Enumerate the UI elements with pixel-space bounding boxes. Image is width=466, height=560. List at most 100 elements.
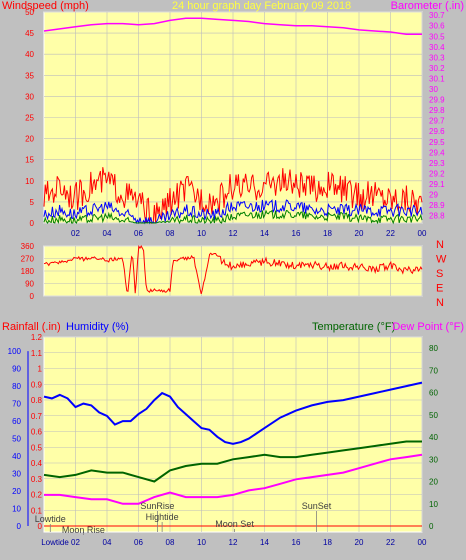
sunset-label: SunSet [302, 501, 332, 511]
humidity-tick-label: 40 [12, 452, 21, 461]
wind-y-tick-label: 40 [25, 50, 34, 59]
temperature-tick-label: 10 [429, 500, 438, 509]
compass-label: W [436, 254, 447, 266]
climate-x-tick-label: 10 [197, 538, 206, 547]
barometer-tick-label: 30.2 [429, 64, 445, 73]
compass-label: E [436, 283, 443, 295]
dewpoint-axis-title: Dew Point (°F) [392, 321, 464, 333]
humidity-tick-label: 100 [8, 347, 22, 356]
rainfall-tick-label: 0.8 [31, 396, 43, 405]
climate-grid [44, 336, 423, 532]
wind-x-tick-label: 02 [71, 229, 80, 238]
temperature-tick-label: 50 [429, 411, 438, 420]
rainfall-tick-label: 0.2 [31, 491, 43, 500]
hightide-label: Hightide [146, 512, 179, 522]
humidity-tick-label: 90 [12, 365, 21, 374]
humidity-tick-label: 30 [12, 470, 21, 479]
wind-x-tick-label: 14 [260, 229, 269, 238]
wind-direction-line [43, 244, 423, 295]
rainfall-tick-label: 0.4 [31, 459, 43, 468]
climate-x-tick-label: 14 [260, 538, 269, 547]
wind-x-tick-label: 08 [166, 229, 175, 238]
wind-x-tick-label: 22 [386, 229, 395, 238]
barometer-tick-label: 29.6 [429, 127, 445, 136]
rainfall-tick-label: 1.1 [31, 349, 43, 358]
barometer-tick-label: 30.4 [429, 43, 445, 52]
barometer-tick-label: 29.9 [429, 96, 445, 105]
humidity-axis-title: Humidity (%) [66, 321, 129, 333]
barometer-tick-label: 29.1 [429, 180, 445, 189]
wind-y-tick-label: 25 [25, 114, 34, 123]
temperature-tick-label: 40 [429, 433, 438, 442]
climate-x-tick-label: 04 [103, 538, 112, 547]
rainfall-tick-label: 0 [38, 522, 43, 531]
barometer-tick-label: 30.3 [429, 53, 445, 62]
temperature-axis-title: Temperature (°F) [312, 321, 395, 333]
climate-x-tick-label: 00 [418, 538, 427, 547]
climate-x-tick-label: 06 [134, 538, 143, 547]
moonrise-label: Moon Rise [62, 525, 105, 535]
wind-low-line [43, 209, 423, 225]
wind-y-tick-label: 45 [25, 29, 34, 38]
barometer-tick-label: 29.2 [429, 169, 445, 178]
wind-y-tick-label: 5 [30, 198, 35, 207]
wind-y-tick-label: 50 [25, 8, 34, 17]
direction-y-tick-label: 270 [21, 255, 35, 264]
wind-x-tick-label: 00 [418, 229, 427, 238]
direction-y-tick-label: 0 [30, 292, 35, 301]
barometer-tick-label: 30.1 [429, 74, 445, 83]
barometer-tick-label: 29.5 [429, 138, 445, 147]
direction-y-tick-label: 360 [21, 242, 35, 251]
barometer-axis-title: Barometer (.in) [391, 0, 464, 12]
barometer-tick-label: 28.9 [429, 201, 445, 210]
wind-y-tick-label: 10 [25, 177, 34, 186]
climate-x-tick-label: 16 [292, 538, 301, 547]
barometer-tick-label: 29.4 [429, 148, 445, 157]
humidity-tick-label: 50 [12, 435, 21, 444]
wind-x-tick-label: 16 [292, 229, 301, 238]
rainfall-axis-title: Rainfall (.in) [2, 321, 61, 333]
rainfall-tick-label: 0.5 [31, 443, 43, 452]
lowtide1-label: Lowtide [35, 514, 66, 524]
wind-x-tick-label: 18 [323, 229, 332, 238]
climate-series [43, 381, 423, 527]
barometer-tick-label: 28.8 [429, 212, 445, 221]
sunrise-label: SunRise [140, 501, 174, 511]
rainfall-tick-label: 0.3 [31, 475, 43, 484]
temperature-tick-label: 80 [429, 344, 438, 353]
compass-label: S [436, 268, 443, 280]
rainfall-tick-label: 0.7 [31, 412, 43, 421]
wind-y-tick-label: 15 [25, 156, 34, 165]
climate-x-tick-label: 20 [355, 538, 364, 547]
compass-label: N [436, 239, 444, 251]
barometer-tick-label: 30.5 [429, 32, 445, 41]
temperature-tick-label: 0 [429, 522, 434, 531]
barometer-line [43, 17, 422, 35]
wind-y-tick-label: 0 [30, 219, 35, 228]
rainfall-tick-label: 0.6 [31, 428, 43, 437]
wind-avg-line [43, 199, 423, 225]
climate-x-tick-label: 22 [386, 538, 395, 547]
temperature-tick-label: 60 [429, 389, 438, 398]
rainfall-tick-label: 0.9 [31, 380, 43, 389]
humidity-tick-label: 70 [12, 400, 21, 409]
barometer-tick-label: 29.8 [429, 106, 445, 115]
humidity-tick-label: 10 [12, 505, 21, 514]
wind-series [43, 17, 423, 225]
barometer-tick-label: 29.3 [429, 159, 445, 168]
direction-series [43, 244, 423, 295]
direction-y-tick-label: 180 [21, 267, 35, 276]
rainfall-tick-label: 1.2 [31, 333, 43, 342]
wind-x-tick-label: 10 [197, 229, 206, 238]
wind-x-tick-label: 20 [355, 229, 364, 238]
dewpoint-line [44, 453, 423, 505]
wind-x-tick-label: 06 [134, 229, 143, 238]
lowtide-axis-label: Lowtide [41, 538, 69, 547]
barometer-tick-label: 30 [429, 85, 438, 94]
temperature-tick-label: 70 [429, 366, 438, 375]
wind-y-tick-label: 20 [25, 135, 34, 144]
